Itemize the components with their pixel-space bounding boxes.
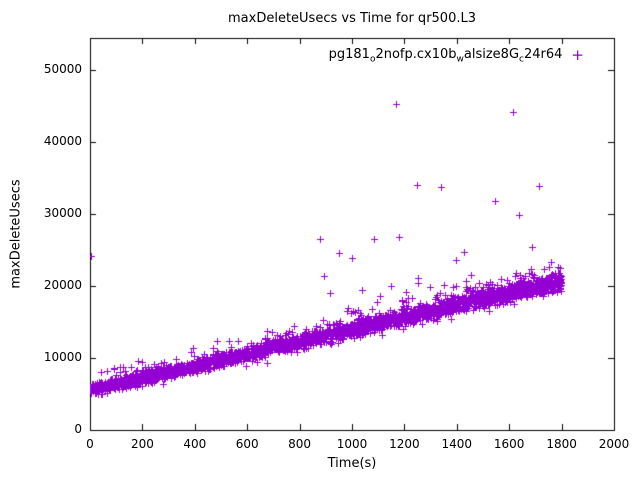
x-tick-label: 1600	[493, 437, 525, 451]
x-tick-label: 0	[86, 437, 94, 451]
x-tick-label: 1800	[546, 437, 577, 451]
x-tick-label: 1400	[441, 437, 473, 451]
y-tick-label: 40000	[43, 134, 82, 149]
y-tick-label: 10000	[43, 350, 82, 365]
y-tick-label: 0	[74, 422, 82, 436]
x-tick-label: 800	[288, 437, 312, 451]
x-tick-label: 1000	[336, 437, 368, 451]
y-tick-label: 50000	[43, 62, 82, 77]
y-axis-label: maxDeleteUsecs	[8, 179, 24, 289]
chart-title: maxDeleteUsecs vs Time for qr500.L3	[228, 11, 476, 26]
x-axis-label: Time(s)	[327, 456, 377, 471]
y-tick-label: 20000	[43, 278, 82, 293]
x-tick-label: 2000	[598, 437, 630, 451]
legend-entry: pg181o2nofp.cx10bwalsize8Gc24r64 +	[329, 47, 584, 65]
x-tick-label: 200	[130, 437, 154, 451]
legend-plus-marker: +	[571, 46, 584, 65]
y-tick-label: 30000	[43, 206, 82, 221]
x-tick-label: 400	[183, 437, 207, 451]
x-tick-label: 1200	[389, 437, 420, 451]
x-tick-label: 600	[235, 437, 259, 451]
legend-label: pg181o2nofp.cx10bwalsize8Gc24r64	[328, 47, 563, 65]
